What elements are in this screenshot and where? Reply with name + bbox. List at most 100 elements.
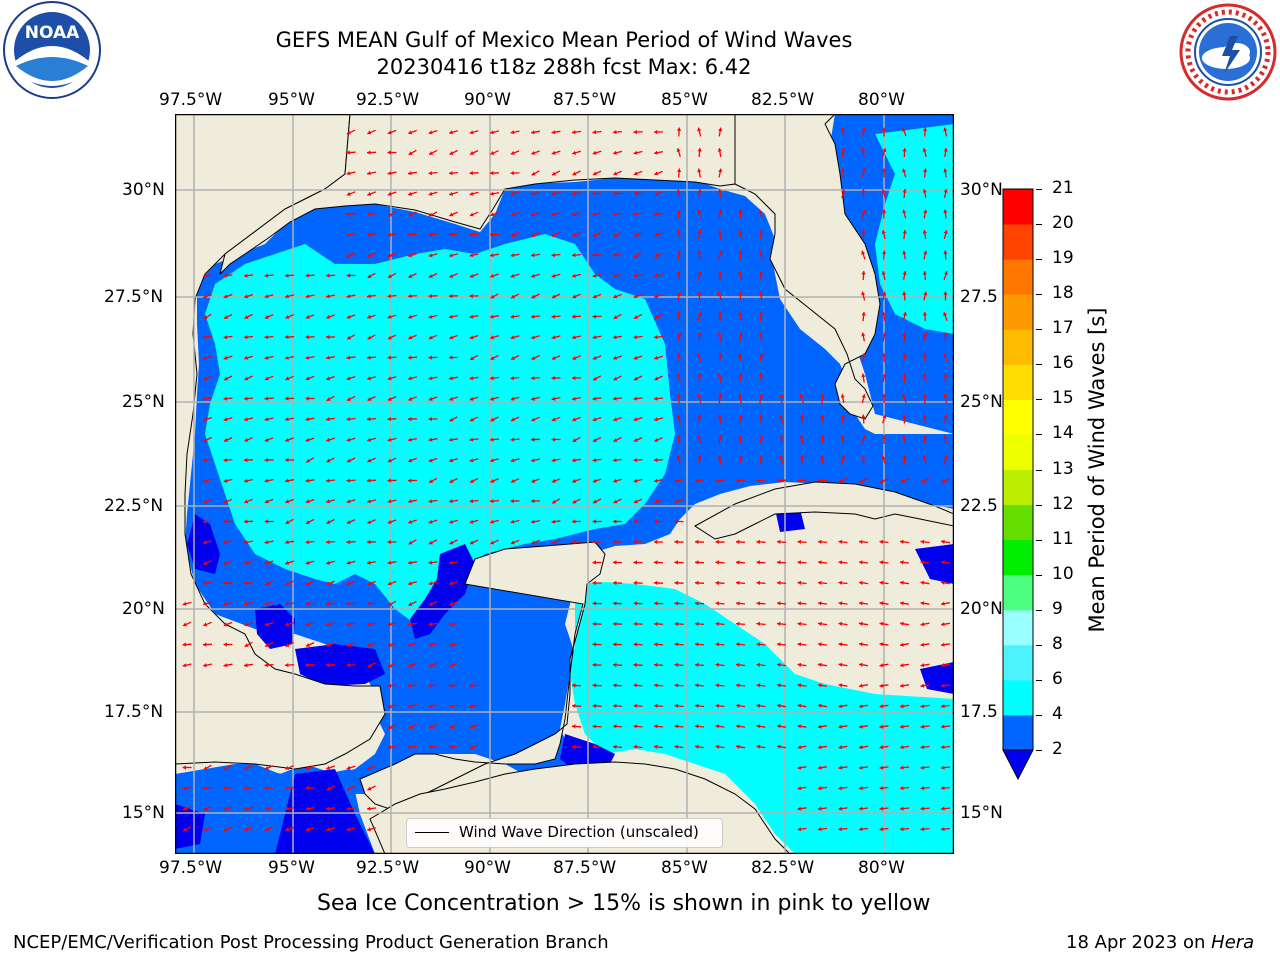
wind-arrow-head bbox=[388, 602, 393, 606]
wind-arrow-head bbox=[717, 414, 722, 419]
wind-arrow-head bbox=[223, 478, 228, 483]
wind-arrow-head bbox=[920, 704, 925, 709]
wind-arrow-head bbox=[449, 355, 453, 360]
wind-arrow-head bbox=[756, 724, 761, 729]
wind-arrow-head bbox=[920, 580, 925, 585]
wind-arrow-head bbox=[674, 621, 678, 627]
wind-arrow-head bbox=[326, 273, 330, 278]
wind-arrow-head bbox=[551, 458, 556, 463]
wind-arrow-head bbox=[736, 724, 740, 729]
wind-arrow-head bbox=[429, 479, 434, 483]
wind-arrow-head bbox=[797, 478, 801, 483]
lon-label-bottom: 80°W bbox=[858, 858, 905, 878]
wind-arrow-head bbox=[551, 253, 556, 258]
wind-arrow-head bbox=[943, 373, 948, 378]
wind-arrow-head bbox=[943, 455, 948, 460]
wind-arrow-head bbox=[613, 438, 618, 442]
wind-arrow-head bbox=[613, 683, 617, 688]
wind-arrow-head bbox=[654, 621, 658, 627]
wind-arrow-head bbox=[223, 560, 228, 565]
colorbar-tick-mark bbox=[1036, 574, 1042, 576]
wind-arrow-head bbox=[797, 539, 802, 544]
wind-arrow-head bbox=[633, 150, 638, 155]
wind-arrow-head bbox=[861, 271, 866, 275]
wind-arrow-head bbox=[859, 479, 864, 483]
wind-arrow-head bbox=[387, 294, 392, 299]
wind-arrow-head bbox=[941, 704, 945, 709]
wind-arrow-head bbox=[736, 642, 740, 647]
wind-arrow-head bbox=[203, 827, 208, 832]
wind-arrow-head bbox=[654, 232, 659, 237]
lon-label-bottom: 95°W bbox=[268, 858, 315, 878]
wind-arrow-head bbox=[387, 171, 392, 176]
wind-arrow-head bbox=[428, 744, 432, 750]
wind-arrow-head bbox=[408, 376, 412, 381]
wind-arrow-head bbox=[777, 539, 781, 544]
wind-arrow-head bbox=[697, 353, 702, 358]
wind-arrow-head bbox=[633, 232, 638, 237]
wind-arrow-head bbox=[920, 724, 925, 729]
wind-arrow-head bbox=[902, 353, 907, 358]
wind-arrow-head bbox=[695, 621, 699, 626]
colorbar-segment bbox=[1003, 189, 1033, 225]
colorbar-tick-mark bbox=[1036, 750, 1042, 751]
wind-arrow-head bbox=[367, 663, 372, 668]
wind-arrow-head bbox=[408, 437, 412, 442]
wind-arrow-head bbox=[879, 601, 884, 606]
wind-arrow-head bbox=[264, 540, 269, 545]
wind-arrow-head bbox=[264, 622, 269, 627]
wind-arrow-head bbox=[715, 580, 719, 586]
wind-arrow-head bbox=[882, 414, 887, 419]
colorbar-tick-mark bbox=[1036, 539, 1042, 541]
map-panel[interactable]: Wind Wave Direction (unscaled) bbox=[175, 114, 954, 854]
wind-arrow-head bbox=[387, 519, 392, 524]
wind-arrow-head bbox=[428, 437, 433, 442]
colorbar-segment bbox=[1003, 539, 1033, 576]
wind-arrow-head bbox=[285, 334, 289, 340]
wind-arrow-head bbox=[758, 291, 763, 296]
wind-arrow-head bbox=[367, 253, 372, 258]
wind-arrow-head bbox=[531, 396, 535, 401]
wind-arrow-head bbox=[943, 250, 948, 254]
lat-label-right: 27.5 bbox=[960, 287, 998, 307]
wind-arrow-head bbox=[920, 539, 925, 544]
wind-arrow-head bbox=[428, 396, 433, 401]
gulf-cyan-region bbox=[205, 234, 675, 634]
wind-arrow-head bbox=[881, 435, 887, 439]
wind-arrow-head bbox=[326, 417, 330, 422]
wind-arrow-head bbox=[572, 417, 577, 422]
wind-arrow-head bbox=[449, 581, 453, 586]
wind-arrow-head bbox=[469, 314, 474, 319]
wind-arrow-head bbox=[902, 271, 907, 275]
wind-arrow-head bbox=[613, 191, 617, 196]
wind-arrow-head bbox=[387, 683, 392, 688]
wind-arrow-head bbox=[572, 438, 577, 442]
wind-arrow-head bbox=[840, 394, 845, 398]
wind-arrow-head bbox=[264, 457, 268, 463]
wind-arrow-head bbox=[264, 294, 269, 299]
wind-arrow-head bbox=[943, 353, 948, 357]
wind-arrow-head bbox=[203, 766, 208, 770]
wind-arrow-head bbox=[654, 129, 658, 135]
wind-arrow-head bbox=[777, 642, 781, 647]
wind-arrow-head bbox=[346, 314, 351, 319]
wind-arrow-head bbox=[326, 397, 331, 401]
wind-arrow-head bbox=[592, 519, 596, 524]
wind-arrow-head bbox=[510, 150, 515, 155]
wind-arrow-head bbox=[367, 478, 371, 483]
wind-arrow-head bbox=[674, 703, 679, 708]
wind-arrow-head bbox=[203, 458, 207, 463]
wind-arrow-head bbox=[756, 642, 761, 647]
wind-arrow-head bbox=[613, 662, 617, 668]
wind-arrow-head bbox=[738, 435, 743, 439]
wind-arrow-head bbox=[902, 189, 907, 193]
wind-arrow-head bbox=[408, 314, 412, 319]
wind-arrow-head bbox=[367, 520, 372, 524]
wind-arrow-head bbox=[861, 312, 866, 316]
wind-arrow-head bbox=[306, 458, 311, 463]
wind-arrow-head bbox=[838, 806, 843, 811]
wind-arrow-head bbox=[244, 376, 249, 381]
wind-arrow-head bbox=[285, 417, 289, 422]
wind-arrow-head bbox=[900, 786, 904, 791]
wind-arrow-head bbox=[449, 191, 453, 196]
